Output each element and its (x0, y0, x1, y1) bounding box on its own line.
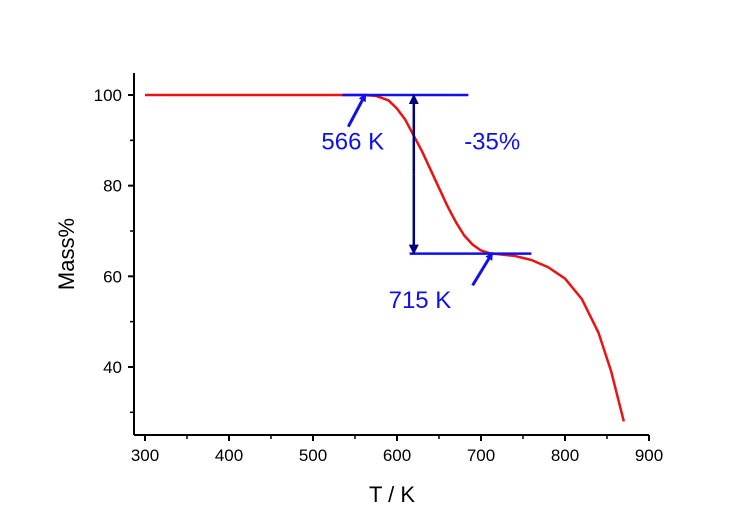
annotation-label: 715 K (389, 287, 452, 314)
y-axis-label: Mass% (54, 218, 79, 290)
y-tick-label: 40 (103, 358, 122, 377)
annotation-arrow (471, 251, 494, 287)
annotation-label: 566 K (321, 128, 384, 155)
annotation-label: -35% (464, 128, 520, 155)
x-tick-label: 500 (299, 446, 327, 465)
series-line-tga (145, 93, 626, 422)
x-tick-label: 800 (551, 446, 579, 465)
y-tick-label: 60 (103, 267, 122, 286)
x-axis-label: T / K (369, 482, 415, 507)
x-tick-label: 900 (635, 446, 663, 465)
y-tick-label: 100 (94, 86, 122, 105)
x-tick-label: 400 (215, 446, 243, 465)
x-tick-label: 300 (131, 446, 159, 465)
x-tick-label: 700 (467, 446, 495, 465)
x-tick-label: 600 (383, 446, 411, 465)
y-tick-label: 80 (103, 177, 122, 196)
annotation-arrow (346, 93, 367, 128)
